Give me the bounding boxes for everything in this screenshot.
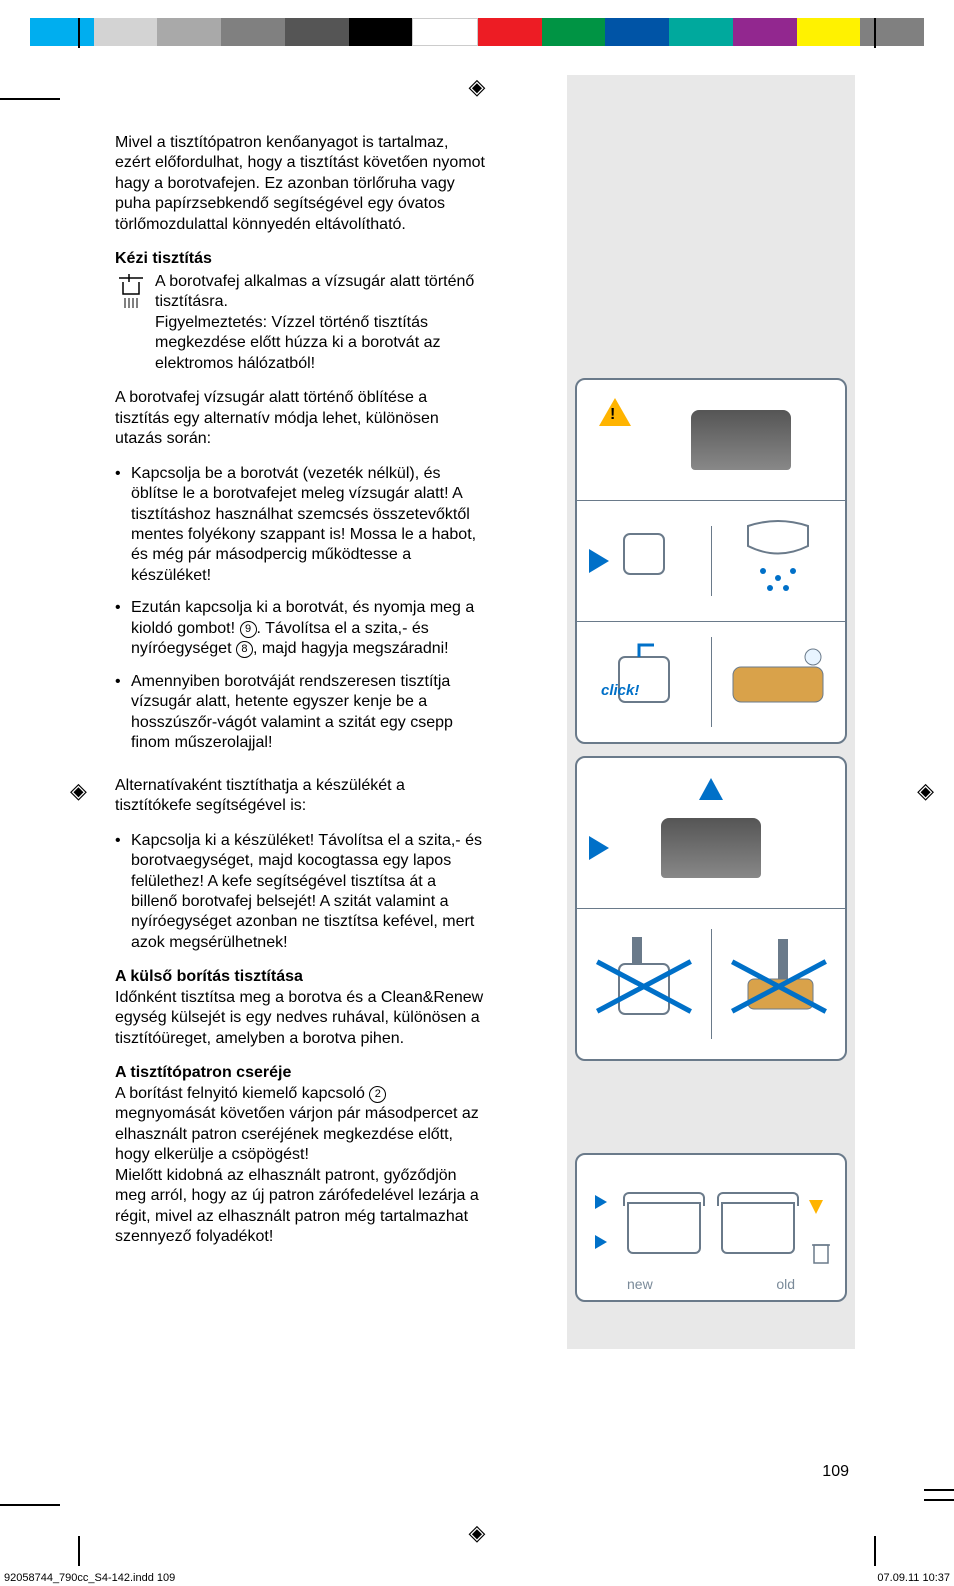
housing-clean-p: Időnként tisztítsa meg a borotva és a Cl…	[115, 988, 485, 1049]
list-item: Amennyiben borotváját rendszeresen tiszt…	[115, 672, 485, 754]
page-number: 109	[822, 1463, 849, 1481]
label-old: old	[776, 1276, 795, 1292]
figure-cell-cartridge: new old	[577, 1155, 845, 1300]
crop-mark	[78, 1536, 80, 1566]
bullet-list-2: Kapcsolja ki a készüléket! Távolítsa el …	[115, 831, 485, 954]
footer-timestamp: 07.09.11 10:37	[873, 1570, 954, 1586]
label-new: new	[627, 1276, 653, 1292]
figure-cell-remove-head	[577, 758, 845, 909]
foil-graphic	[723, 637, 833, 727]
brush-foil-icon	[594, 929, 694, 1039]
bullet-list-1: Kapcsolja be a borotvát (vezeték nélkül)…	[115, 464, 485, 754]
figure-panel-brush	[575, 756, 847, 1061]
arrow-right-icon	[595, 1235, 607, 1249]
circled-number-9: 9	[240, 621, 257, 638]
arrow-down-icon	[809, 1200, 823, 1214]
prohibited-x-icon	[712, 929, 846, 1039]
heading-housing-clean: A külső borítás tisztítása	[115, 967, 485, 987]
arrow-right-icon	[589, 549, 609, 573]
manual-clean-p2: Figyelmeztetés: Vízzel történő tisztítás…	[155, 314, 441, 372]
icon-caption: A borotvafej alkalmas a vízsugár alatt t…	[155, 272, 485, 374]
crop-mark	[0, 98, 60, 100]
registration-mark-icon: ◈	[70, 778, 87, 804]
circled-number-2: 2	[369, 1086, 386, 1103]
crop-mark	[924, 1499, 954, 1501]
arrow-up-icon	[699, 778, 723, 800]
trash-icon	[811, 1239, 831, 1265]
prohibited-x-icon	[577, 929, 712, 1039]
registration-mark-icon: ◈	[469, 1520, 486, 1546]
cartridge-new-icon	[627, 1202, 701, 1254]
water-drops-icon	[728, 516, 828, 606]
shaver-graphic	[691, 410, 791, 470]
list-item: Ezután kapcsolja ki a borotvát, és nyomj…	[115, 598, 485, 659]
figure-column: click!	[600, 133, 855, 1262]
circled-number-8: 8	[236, 641, 253, 658]
shaver-graphic	[661, 818, 761, 878]
cartridge-old-icon	[721, 1202, 795, 1254]
footer-filename: 92058744_790cc_S4-142.indd 109	[0, 1570, 179, 1586]
crop-mark	[874, 18, 876, 48]
cartridge-change-p: A borítást felnyitó kiemelő kapcsoló 2 m…	[115, 1084, 485, 1248]
manual-clean-p3: A borotvafej vízsugár alatt történő öblí…	[115, 388, 485, 449]
color-calibration-bar	[30, 18, 924, 46]
registration-mark-icon: ◈	[469, 74, 486, 100]
content-area: Mivel a tisztítópatron kenőanyagot is ta…	[115, 133, 855, 1262]
warning-triangle-icon	[599, 398, 631, 426]
registration-mark-icon: ◈	[917, 778, 934, 804]
list-item: Kapcsolja be a borotvát (vezeték nélkül)…	[115, 464, 485, 587]
icon-text-row: A borotvafej alkalmas a vízsugár alatt t…	[115, 272, 485, 374]
arrow-right-icon	[595, 1195, 607, 1209]
shaver-outline-icon	[614, 526, 674, 596]
crop-mark	[924, 1489, 954, 1491]
figure-cell-warning	[577, 380, 845, 501]
figure-panel-rinse: click!	[575, 378, 847, 744]
figure-cell-no-brush	[577, 909, 845, 1059]
crop-mark	[0, 1504, 60, 1506]
figure-background: click!	[567, 75, 855, 1349]
figure-panel-cartridge: new old	[575, 1153, 847, 1302]
text-column: Mivel a tisztítópatron kenőanyagot is ta…	[115, 133, 485, 1262]
click-label: click!	[601, 682, 639, 699]
crop-mark	[874, 1536, 876, 1566]
brush-cutter-icon	[728, 929, 828, 1039]
page-root: ◈ ◈ ◈ ◈ Mivel a tisztítópatron kenőanyag…	[0, 18, 954, 1586]
washable-icon	[115, 272, 147, 374]
heading-manual-cleaning: Kézi tisztítás	[115, 249, 485, 269]
figure-cell-click: click!	[577, 622, 845, 742]
list-item: Kapcsolja ki a készüléket! Távolítsa el …	[115, 831, 485, 954]
crop-mark	[78, 18, 80, 48]
alt-paragraph: Alternatívaként tisztíthatja a készüléké…	[115, 776, 485, 817]
figure-cell-rinse	[577, 501, 845, 622]
manual-clean-p1: A borotvafej alkalmas a vízsugár alatt t…	[155, 273, 474, 310]
intro-paragraph: Mivel a tisztítópatron kenőanyagot is ta…	[115, 133, 485, 235]
arrow-right-icon	[589, 836, 609, 860]
heading-cartridge-change: A tisztítópatron cseréje	[115, 1063, 485, 1083]
